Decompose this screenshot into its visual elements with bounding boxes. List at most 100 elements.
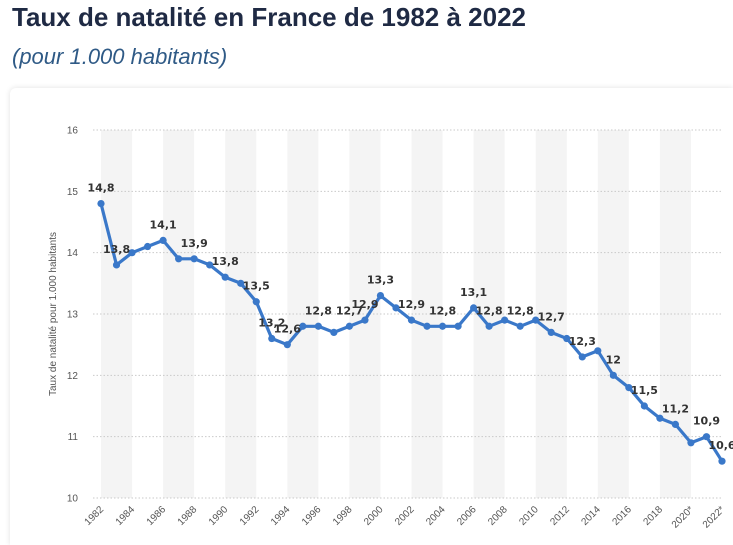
x-tick-label: 1982 bbox=[83, 504, 107, 528]
data-point bbox=[128, 249, 136, 257]
alternating-bands bbox=[101, 130, 691, 498]
data-label: 11,2 bbox=[662, 402, 689, 415]
x-tick-label: 2002 bbox=[393, 504, 417, 528]
data-label: 12,8 bbox=[429, 304, 456, 317]
y-tick-label: 12 bbox=[67, 371, 79, 382]
data-label: 13,8 bbox=[103, 243, 130, 256]
x-tick-label: 2022* bbox=[701, 504, 727, 530]
data-point bbox=[578, 353, 586, 361]
data-point bbox=[330, 328, 338, 336]
data-label: 12,8 bbox=[507, 304, 534, 317]
data-point bbox=[640, 402, 648, 410]
data-point bbox=[516, 322, 524, 330]
x-tick-label: 2008 bbox=[486, 504, 510, 528]
data-label: 13,3 bbox=[367, 274, 394, 287]
data-point bbox=[470, 304, 478, 312]
x-tick-label: 2004 bbox=[424, 504, 448, 528]
data-label: 12,8 bbox=[476, 304, 503, 317]
data-label: 10,6 bbox=[708, 439, 733, 452]
background-band bbox=[101, 130, 133, 498]
data-label: 10,9 bbox=[693, 415, 720, 428]
x-tick-label: 2020* bbox=[670, 504, 696, 530]
background-band bbox=[535, 130, 567, 498]
data-labels: 14,8 13,8 14,1 13,9 13,8 13,5 13,212,6 12,8 12,7… bbox=[87, 182, 733, 453]
x-tick-label: 2000 bbox=[362, 504, 386, 528]
x-tick-label: 1992 bbox=[238, 504, 262, 528]
data-point bbox=[532, 316, 540, 324]
data-label: 12,3 bbox=[569, 335, 596, 348]
data-label: 13,1 bbox=[460, 286, 487, 299]
background-band bbox=[349, 130, 381, 498]
data-point bbox=[718, 457, 726, 465]
data-label: 13,2 bbox=[258, 317, 285, 330]
x-tick-label: 2006 bbox=[455, 504, 479, 528]
y-tick-label: 16 bbox=[67, 126, 79, 137]
y-axis-label: Taux de natalité pour 1.000 habitants bbox=[48, 232, 59, 396]
data-point bbox=[671, 420, 680, 428]
data-point bbox=[314, 322, 322, 330]
x-tick-label: 1998 bbox=[331, 504, 355, 528]
x-tick-label: 2018 bbox=[642, 504, 666, 528]
y-tick-label: 15 bbox=[67, 187, 79, 198]
y-tick-label: 13 bbox=[67, 310, 79, 321]
data-point bbox=[268, 334, 276, 343]
background-band bbox=[287, 130, 319, 498]
data-label: 12,7 bbox=[538, 310, 565, 323]
data-label: 13,8 bbox=[212, 255, 239, 268]
x-tick-label: 2012 bbox=[548, 504, 572, 528]
data-label: 13,9 bbox=[181, 237, 208, 250]
y-axis-ticks: 10 11 12 13 14 15 16 bbox=[67, 126, 79, 505]
data-label: 14,1 bbox=[150, 218, 177, 231]
data-label: 11,5 bbox=[631, 384, 658, 397]
y-tick-label: 14 bbox=[67, 248, 79, 259]
data-point bbox=[563, 334, 571, 343]
data-label: 12,6 bbox=[274, 323, 301, 336]
data-point bbox=[687, 439, 695, 447]
x-tick-label: 2010 bbox=[517, 504, 541, 528]
data-point bbox=[625, 384, 633, 392]
data-point bbox=[143, 242, 152, 251]
data-point bbox=[97, 200, 105, 208]
data-point bbox=[361, 316, 369, 324]
x-tick-label: 1996 bbox=[300, 504, 324, 528]
data-point bbox=[175, 255, 183, 263]
data-point bbox=[609, 371, 617, 379]
data-point bbox=[190, 255, 198, 263]
data-point bbox=[206, 261, 214, 269]
data-point bbox=[299, 322, 307, 330]
data-label: 14,8 bbox=[87, 182, 114, 195]
data-point bbox=[547, 328, 555, 336]
data-point bbox=[702, 433, 711, 441]
data-point bbox=[345, 322, 353, 330]
data-point bbox=[376, 292, 385, 300]
x-axis-ticks: 1982 1984 1986 1988 1990 1992 1994 1996 1998 2000… bbox=[83, 504, 728, 531]
data-point bbox=[454, 322, 462, 330]
data-point bbox=[392, 304, 400, 312]
data-label: 12 bbox=[606, 353, 621, 366]
data-point bbox=[407, 316, 416, 324]
data-label: 12,9 bbox=[398, 298, 425, 311]
x-tick-label: 1990 bbox=[207, 504, 231, 528]
data-point bbox=[501, 316, 509, 324]
background-band bbox=[597, 130, 629, 498]
data-point bbox=[594, 347, 602, 355]
data-point bbox=[112, 261, 121, 269]
x-tick-label: 2016 bbox=[610, 504, 634, 528]
series-points bbox=[97, 200, 726, 465]
x-tick-label: 2014 bbox=[579, 504, 603, 528]
data-point bbox=[252, 298, 260, 306]
data-point bbox=[221, 273, 229, 281]
data-point bbox=[656, 414, 664, 422]
chart-title: Taux de natalité en France de 1982 à 202… bbox=[12, 2, 526, 32]
data-label: 12,9 bbox=[351, 298, 378, 311]
x-tick-label: 1984 bbox=[114, 504, 138, 528]
data-point bbox=[485, 322, 493, 330]
chart-subtitle: (pour 1.000 habitants) bbox=[12, 44, 228, 69]
data-point bbox=[423, 322, 431, 330]
data-label: 13,5 bbox=[243, 280, 270, 293]
x-tick-label: 1986 bbox=[145, 504, 169, 528]
data-label: 12,8 bbox=[305, 304, 332, 317]
data-point bbox=[237, 279, 245, 287]
x-tick-label: 1988 bbox=[176, 504, 200, 528]
